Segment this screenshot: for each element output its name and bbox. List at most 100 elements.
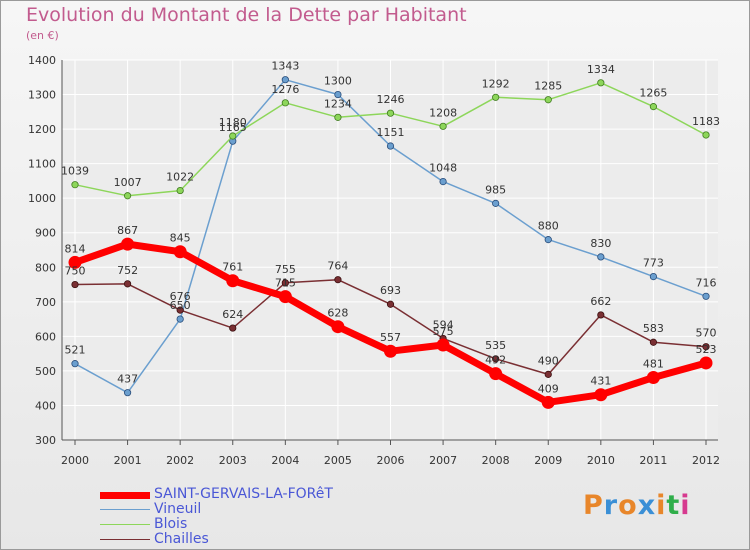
data-label-blois: 1246 — [377, 93, 405, 106]
data-point-vineuil — [386, 142, 395, 150]
data-point-chailles — [71, 280, 79, 289]
legend-swatch-chailles — [100, 539, 150, 540]
legend-swatch-vineuil — [100, 509, 150, 510]
legend-swatch-saint-gervais — [100, 492, 150, 499]
data-point-saint-gervais — [699, 356, 713, 370]
data-label-saint-gervais: 431 — [590, 375, 611, 388]
data-point-blois — [229, 132, 237, 140]
data-label-blois: 1022 — [166, 171, 194, 184]
data-point-vineuil — [71, 360, 79, 368]
data-point-saint-gervais — [384, 344, 397, 358]
data-point-vineuil — [334, 90, 342, 99]
data-point-saint-gervais — [121, 237, 135, 251]
y-tick-label: 1300 — [28, 89, 56, 102]
data-label-blois: 1180 — [219, 116, 247, 129]
data-point-saint-gervais — [646, 370, 660, 384]
data-label-saint-gervais: 492 — [485, 354, 506, 367]
x-tick-label: 2010 — [587, 454, 615, 467]
x-tick-label: 2000 — [61, 454, 89, 467]
data-point-chailles — [597, 311, 605, 319]
x-tick-label: 2003 — [219, 454, 247, 467]
chart-title: Evolution du Montant de la Dette par Hab… — [26, 4, 467, 26]
x-tick-label: 2004 — [271, 454, 299, 467]
data-label-blois: 1234 — [324, 97, 352, 110]
y-tick-label: 1200 — [28, 123, 56, 136]
data-point-blois — [649, 103, 658, 111]
data-label-vineuil: 1300 — [324, 75, 352, 88]
data-point-blois — [123, 192, 132, 200]
y-tick-label: 1100 — [28, 158, 56, 171]
data-label-chailles: 535 — [485, 339, 506, 352]
data-label-blois: 1007 — [114, 176, 142, 189]
legend-swatch-blois — [100, 524, 150, 525]
data-label-vineuil: 773 — [643, 257, 664, 270]
data-label-chailles: 755 — [275, 263, 296, 276]
data-point-saint-gervais — [278, 290, 292, 304]
data-label-saint-gervais: 628 — [327, 307, 348, 320]
x-tick-label: 2011 — [639, 454, 667, 467]
x-tick-label: 2005 — [324, 454, 352, 467]
data-label-chailles: 570 — [696, 327, 717, 340]
data-label-vineuil: 1343 — [271, 60, 299, 73]
x-tick-label: 2007 — [429, 454, 457, 467]
data-label-vineuil: 985 — [485, 183, 506, 196]
data-label-chailles: 583 — [643, 322, 664, 335]
data-label-vineuil: 1165 — [219, 121, 247, 134]
y-tick-label: 300 — [35, 434, 56, 447]
x-tick-label: 2001 — [114, 454, 142, 467]
data-label-chailles: 490 — [538, 354, 559, 367]
data-label-blois: 1334 — [587, 63, 615, 76]
data-point-chailles — [334, 276, 342, 284]
data-label-vineuil: 650 — [170, 299, 191, 312]
x-tick-label: 2012 — [692, 454, 720, 467]
y-tick-label: 400 — [35, 399, 56, 412]
data-label-saint-gervais: 523 — [696, 343, 717, 356]
data-label-saint-gervais: 715 — [275, 277, 296, 290]
legend-label-vineuil: Vineuil — [154, 501, 202, 517]
data-point-vineuil — [649, 272, 658, 281]
data-point-blois — [334, 113, 342, 121]
data-label-blois: 1292 — [482, 77, 510, 90]
data-point-saint-gervais — [68, 255, 82, 269]
data-point-chailles — [123, 280, 132, 288]
data-point-vineuil — [544, 236, 552, 244]
data-label-saint-gervais: 575 — [433, 325, 454, 338]
data-label-vineuil: 880 — [538, 220, 559, 233]
y-tick-label: 1000 — [28, 192, 56, 205]
data-label-chailles: 693 — [380, 284, 401, 297]
data-point-blois — [597, 79, 605, 87]
data-label-saint-gervais: 557 — [380, 331, 401, 344]
x-tick-label: 2002 — [166, 454, 194, 467]
data-point-chailles — [492, 355, 500, 363]
data-label-saint-gervais: 761 — [222, 261, 243, 274]
data-label-blois: 1265 — [639, 87, 667, 100]
data-label-saint-gervais: 409 — [538, 382, 559, 395]
data-point-blois — [176, 186, 184, 195]
data-label-saint-gervais: 481 — [643, 357, 664, 370]
y-tick-label: 600 — [35, 330, 56, 343]
data-label-chailles: 750 — [65, 265, 86, 278]
proxiti-logo: Proxiti — [583, 490, 691, 521]
data-label-chailles: 752 — [117, 264, 138, 277]
data-point-vineuil — [439, 178, 447, 186]
data-point-saint-gervais — [226, 274, 240, 288]
data-label-chailles: 594 — [433, 318, 454, 331]
y-tick-label: 700 — [35, 296, 56, 309]
data-label-blois: 1039 — [61, 165, 89, 178]
y-tick-label: 800 — [35, 261, 56, 274]
data-point-vineuil — [123, 389, 132, 397]
data-point-chailles — [649, 338, 658, 346]
data-point-saint-gervais — [173, 245, 187, 259]
data-point-chailles — [544, 370, 552, 378]
data-label-vineuil: 1151 — [377, 126, 405, 139]
x-tick-label: 2008 — [482, 454, 510, 467]
data-point-saint-gervais — [436, 338, 450, 352]
data-point-vineuil — [492, 199, 500, 207]
data-label-blois: 1276 — [271, 83, 299, 96]
y-tick-label: 1400 — [28, 54, 56, 67]
data-label-vineuil: 716 — [696, 276, 717, 289]
y-tick-label: 900 — [35, 227, 56, 240]
x-tick-label: 2006 — [377, 454, 405, 467]
data-point-vineuil — [176, 315, 184, 323]
